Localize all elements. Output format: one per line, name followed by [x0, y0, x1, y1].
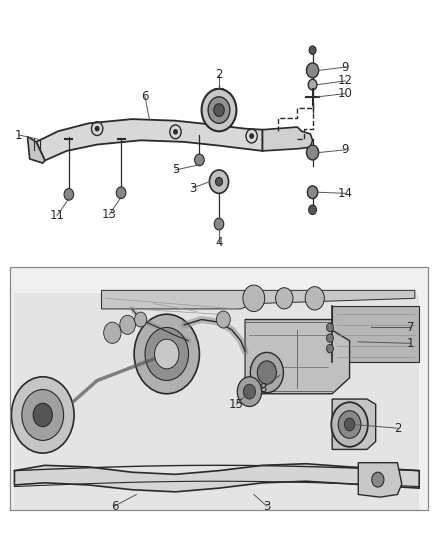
Circle shape — [134, 312, 147, 327]
Text: 8: 8 — [259, 382, 266, 395]
Text: 9: 9 — [342, 143, 349, 156]
Circle shape — [22, 390, 64, 440]
Text: 6: 6 — [111, 499, 118, 513]
Circle shape — [214, 218, 224, 230]
Text: 2: 2 — [215, 68, 223, 81]
Polygon shape — [102, 290, 415, 309]
Text: 15: 15 — [229, 398, 244, 411]
Circle shape — [120, 316, 135, 334]
Circle shape — [338, 411, 361, 438]
Circle shape — [116, 187, 126, 199]
Text: 5: 5 — [172, 164, 179, 176]
Text: 13: 13 — [102, 208, 117, 221]
Polygon shape — [245, 319, 350, 394]
Circle shape — [276, 288, 293, 309]
Polygon shape — [36, 119, 262, 160]
Circle shape — [326, 334, 333, 342]
Text: 1: 1 — [15, 128, 22, 141]
Polygon shape — [332, 306, 419, 362]
Text: 2: 2 — [394, 422, 401, 435]
Text: 4: 4 — [215, 236, 223, 249]
Text: 10: 10 — [338, 87, 353, 100]
Text: 3: 3 — [263, 499, 271, 513]
Text: 7: 7 — [407, 321, 414, 334]
Circle shape — [216, 311, 230, 328]
Circle shape — [215, 177, 223, 186]
Circle shape — [307, 145, 319, 160]
Circle shape — [201, 89, 237, 131]
FancyBboxPatch shape — [10, 266, 428, 511]
Polygon shape — [262, 127, 313, 151]
Circle shape — [145, 327, 188, 381]
Circle shape — [344, 418, 355, 431]
Circle shape — [194, 154, 204, 166]
Circle shape — [309, 205, 317, 215]
Polygon shape — [358, 463, 402, 497]
Text: 1: 1 — [407, 337, 414, 350]
Text: 11: 11 — [49, 209, 64, 222]
Circle shape — [309, 46, 316, 54]
Text: 3: 3 — [189, 182, 197, 195]
Polygon shape — [14, 293, 419, 511]
Text: 9: 9 — [342, 61, 349, 74]
Circle shape — [372, 472, 384, 487]
Circle shape — [174, 130, 177, 134]
Circle shape — [244, 384, 255, 399]
Circle shape — [237, 377, 261, 407]
Circle shape — [326, 344, 333, 353]
Circle shape — [243, 285, 265, 312]
Circle shape — [33, 403, 52, 426]
Circle shape — [305, 287, 324, 310]
Circle shape — [326, 323, 333, 332]
Circle shape — [104, 322, 121, 343]
Circle shape — [250, 134, 253, 138]
Circle shape — [307, 63, 319, 78]
Circle shape — [251, 352, 283, 393]
Circle shape — [208, 97, 230, 123]
Polygon shape — [332, 399, 376, 449]
Circle shape — [257, 361, 276, 384]
Polygon shape — [14, 464, 419, 492]
Polygon shape — [28, 136, 45, 163]
Circle shape — [64, 189, 74, 200]
Circle shape — [155, 339, 179, 369]
Circle shape — [11, 377, 74, 453]
Circle shape — [307, 186, 318, 199]
Circle shape — [331, 402, 368, 447]
Circle shape — [134, 314, 199, 394]
Circle shape — [308, 79, 317, 90]
Circle shape — [95, 126, 99, 131]
Text: 14: 14 — [338, 187, 353, 200]
Text: 6: 6 — [141, 90, 149, 103]
Circle shape — [209, 170, 229, 193]
Text: 12: 12 — [338, 75, 353, 87]
Circle shape — [214, 104, 224, 116]
